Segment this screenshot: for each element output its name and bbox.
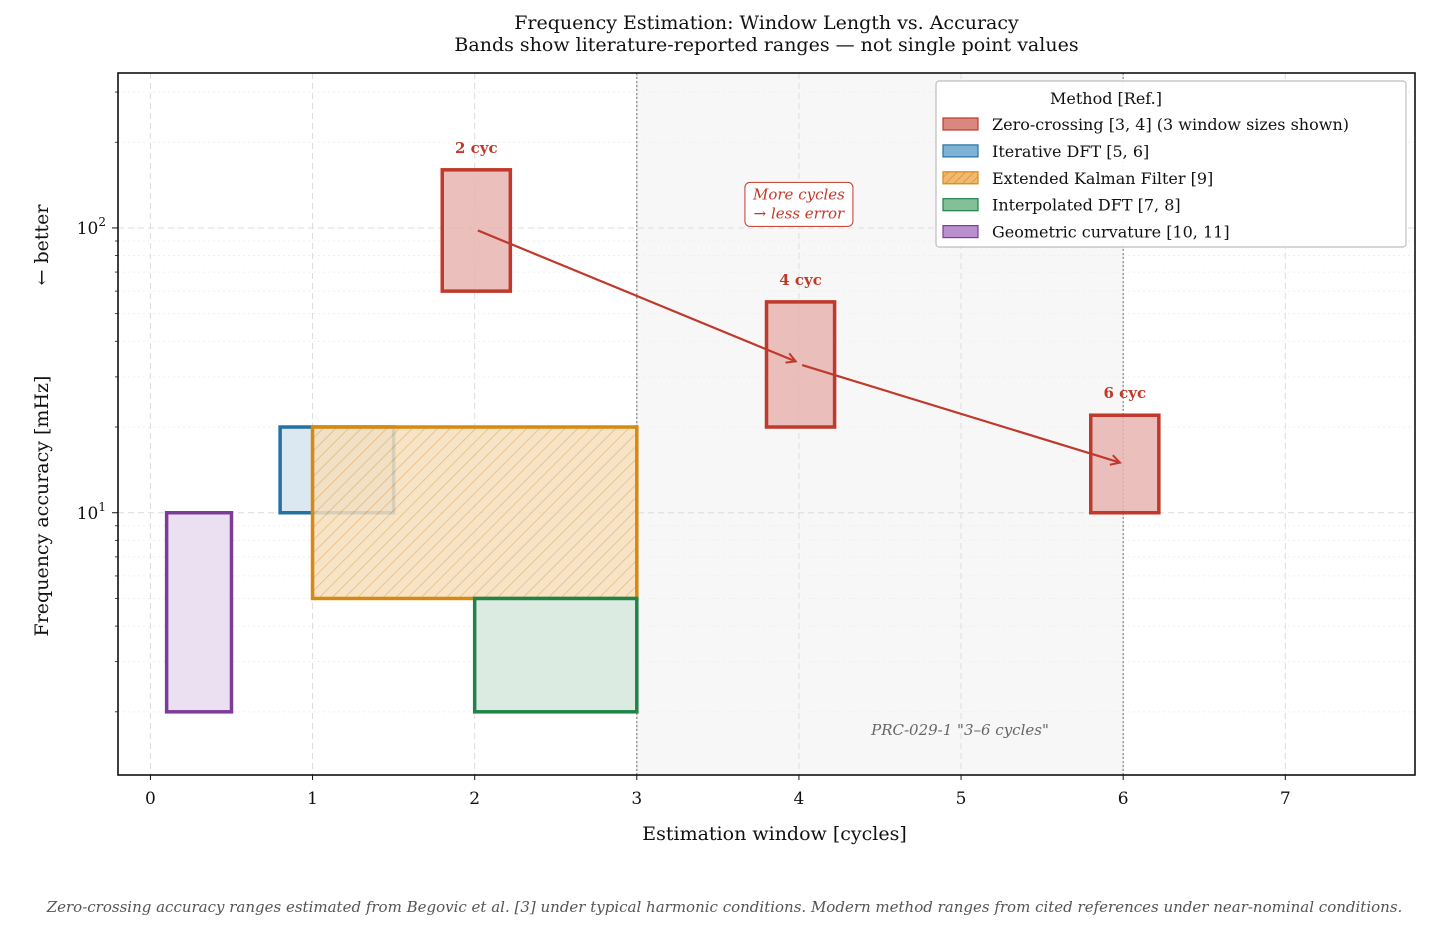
x-tick-label: 0 [145, 789, 156, 809]
chart-svg: 2 cyc 4 cyc 6 cyc More cycles→ less error P… [31, 72, 1416, 845]
y-axis-label: Frequency accuracy [mHz] [31, 376, 53, 637]
band-label: 2 cyc [455, 139, 498, 157]
x-axis-label: Estimation window [cycles] [642, 823, 907, 845]
band-0 [1089, 413, 1161, 515]
legend-swatch [942, 225, 979, 239]
y-tick-label: 101 [77, 500, 106, 524]
bands-layer: 2 cyc 4 cyc 6 cyc [164, 139, 1161, 714]
band-0 [764, 300, 837, 429]
legend-box [935, 80, 1407, 248]
y-tick-label: 102 [77, 215, 106, 239]
trend-arrow [801, 364, 1120, 463]
plot-frame [117, 72, 1416, 776]
band-label: 4 cyc [779, 271, 822, 289]
band-3 [472, 596, 639, 714]
band-4 [164, 511, 234, 714]
legend-title: Method [Ref.] [1050, 89, 1162, 108]
x-tick-label: 7 [1280, 789, 1291, 809]
footnote: Zero-crossing accuracy ranges estimated … [46, 898, 1403, 916]
band-2 [310, 425, 639, 601]
x-tick-label: 1 [307, 789, 318, 809]
band-label: 6 cyc [1103, 384, 1146, 402]
legend-entry: Zero-crossing [3, 4] (3 window sizes sho… [992, 115, 1349, 134]
legend-swatch [942, 171, 979, 185]
chart-subtitle: Bands show literature-reported ranges — … [454, 34, 1079, 56]
band-0 [440, 168, 513, 293]
y-axis-hint: ← better [31, 204, 53, 286]
legend: Method [Ref.] Zero-crossing [3, 4] (3 win… [935, 80, 1407, 248]
legend-entry: Extended Kalman Filter [9] [992, 169, 1213, 188]
annotation-layer: More cycles→ less error PRC-029-1 "3–6 cy… [477, 181, 1120, 739]
annotation-box [744, 181, 854, 227]
annotation-text: More cycles [752, 185, 845, 203]
legend-swatch [942, 117, 979, 131]
x-tick-label: 5 [956, 789, 967, 809]
x-tick-label: 2 [469, 789, 480, 809]
chart-title: Frequency Estimation: Window Length vs. … [514, 12, 1019, 34]
legend-entry: Geometric curvature [10, 11] [992, 223, 1230, 242]
x-tick-label: 3 [631, 789, 642, 809]
x-tick-label: 4 [794, 789, 805, 809]
legend-swatch [942, 198, 979, 212]
legend-swatch [942, 144, 979, 158]
x-tick-label: 6 [1118, 789, 1129, 809]
region-label: PRC-029-1 "3–6 cycles" [870, 721, 1049, 739]
trend-arrow [477, 229, 796, 361]
legend-entry: Iterative DFT [5, 6] [992, 142, 1149, 161]
axes-layer: 0 1 2 3 4 5 6 7 101 102 Estimation window [cycles]… [31, 72, 1416, 845]
annotation-text: → less error [754, 204, 845, 222]
legend-entry: Interpolated DFT [7, 8] [992, 196, 1181, 215]
